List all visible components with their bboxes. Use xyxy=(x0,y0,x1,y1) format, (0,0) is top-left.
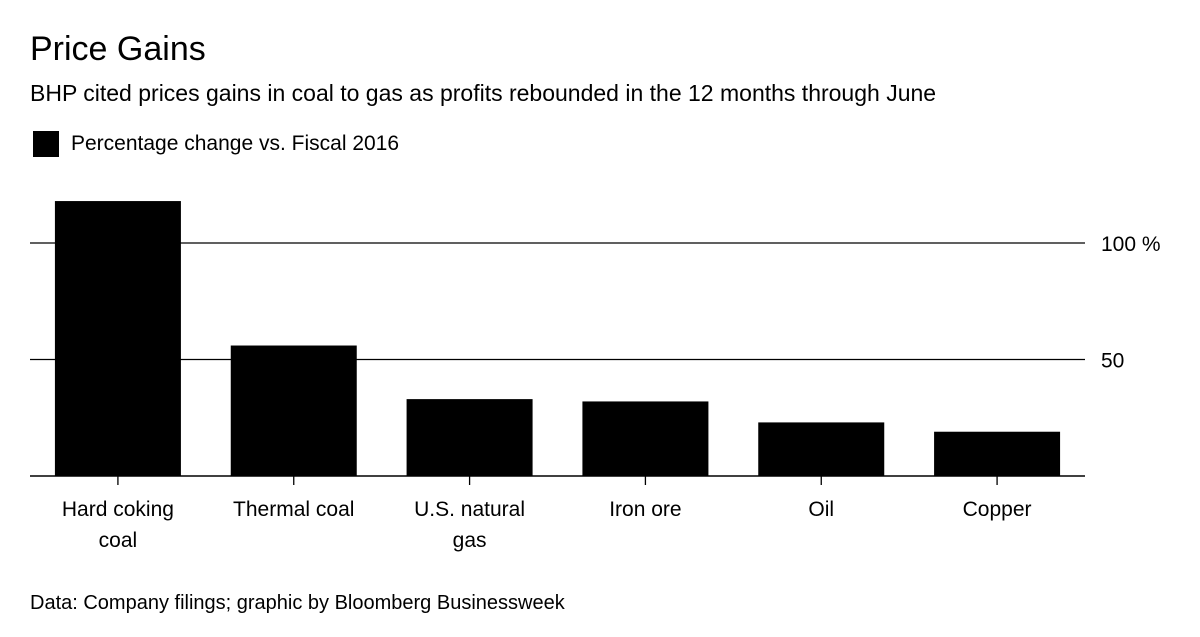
bar-2 xyxy=(406,399,533,476)
chart-subtitle: BHP cited prices gains in coal to gas as… xyxy=(30,80,937,106)
x-tick-label-5: Copper xyxy=(963,498,1032,521)
bar-4 xyxy=(758,422,885,476)
x-tick-label-1: Thermal coal xyxy=(233,498,354,521)
x-tick-label-0: Hard coking coal xyxy=(62,498,174,552)
x-tick-label-4: Oil xyxy=(808,498,834,521)
legend-label: Percentage change vs. Fiscal 2016 xyxy=(71,132,400,155)
source-note: Data: Company filings; graphic by Bloomb… xyxy=(30,592,565,614)
x-tick-label-2: U.S. natural gas xyxy=(414,498,525,552)
legend-swatch xyxy=(33,131,59,157)
bar-5 xyxy=(934,431,1061,476)
legend: Percentage change vs. Fiscal 2016 xyxy=(33,130,399,158)
bar-3 xyxy=(582,401,709,476)
x-tick-label-3: Iron ore xyxy=(609,498,681,521)
bar-0 xyxy=(54,201,181,476)
bar-1 xyxy=(230,345,357,476)
y-tick-label-100: 100 % xyxy=(1101,233,1161,256)
chart-title: Price Gains xyxy=(30,30,206,68)
y-tick-label-50: 50 xyxy=(1101,350,1124,373)
